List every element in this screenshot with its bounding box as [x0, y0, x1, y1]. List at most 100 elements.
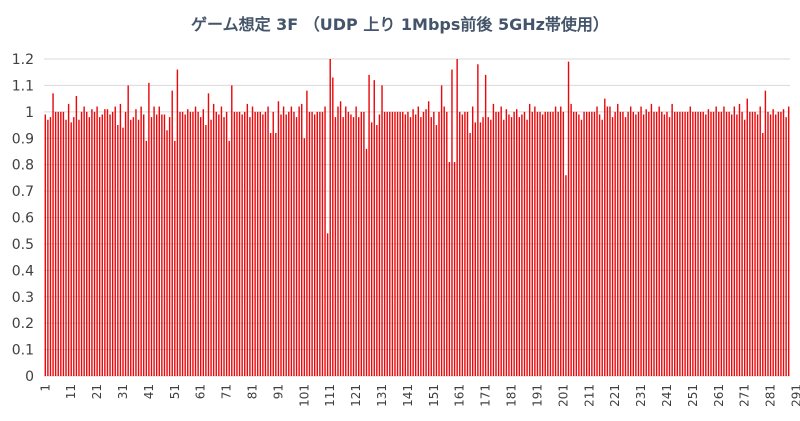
- bar: [707, 109, 710, 376]
- bar: [694, 111, 697, 376]
- chart-title: ゲーム想定 3F （UDP 上り 1Mbps前後 5GHz帯使用）: [191, 15, 609, 34]
- bar: [539, 111, 541, 376]
- bar: [184, 114, 186, 376]
- bar: [731, 114, 733, 376]
- bar: [604, 98, 606, 377]
- bar: [627, 111, 629, 376]
- bar: [785, 117, 787, 377]
- bar: [775, 114, 777, 376]
- bar: [720, 111, 723, 376]
- bar: [562, 111, 565, 376]
- bar: [311, 111, 313, 376]
- bar: [73, 117, 75, 377]
- bar: [200, 117, 202, 377]
- bar: [111, 111, 114, 376]
- bar: [653, 111, 655, 376]
- bar: [723, 106, 725, 377]
- bar: [130, 119, 132, 376]
- bar: [767, 111, 769, 376]
- bar: [122, 127, 124, 377]
- bar: [67, 103, 70, 376]
- bar: [391, 111, 394, 376]
- bar: [420, 117, 422, 377]
- bar: [469, 132, 471, 376]
- x-tick-label: 1: [38, 384, 52, 392]
- bar: [606, 106, 609, 377]
- bar: [114, 106, 116, 377]
- y-tick-label: 1.2: [12, 52, 34, 68]
- bar: [60, 111, 62, 376]
- x-tick-label: 291: [789, 384, 800, 407]
- bar: [746, 98, 748, 377]
- gridlines: [44, 58, 790, 377]
- bars: [44, 59, 790, 377]
- bar: [655, 111, 658, 376]
- bar: [360, 111, 363, 376]
- bar: [681, 111, 684, 376]
- y-tick-label: 0.4: [12, 263, 34, 279]
- bar: [262, 114, 264, 376]
- bar: [557, 111, 559, 376]
- bar: [425, 109, 427, 376]
- bar: [461, 114, 464, 376]
- bar: [650, 103, 653, 376]
- bar: [78, 119, 80, 376]
- bar: [402, 111, 404, 376]
- bar: [49, 117, 52, 377]
- bar: [580, 119, 583, 376]
- bar: [710, 111, 712, 376]
- bar: [614, 111, 616, 376]
- bar: [622, 111, 624, 376]
- bar: [495, 111, 497, 376]
- bar: [269, 132, 272, 376]
- bar: [549, 111, 552, 376]
- bar: [109, 114, 111, 376]
- bar: [422, 111, 425, 376]
- bar: [629, 106, 632, 377]
- bar: [637, 111, 640, 376]
- bar: [345, 106, 347, 377]
- x-tick-label: 221: [608, 384, 622, 407]
- bar: [254, 111, 256, 376]
- bar: [741, 111, 743, 376]
- bar: [80, 111, 83, 376]
- bar: [140, 106, 142, 377]
- bar: [358, 117, 360, 377]
- bar: [52, 93, 54, 376]
- bar: [513, 111, 515, 376]
- bar: [352, 117, 355, 377]
- y-tick-label: 0.5: [12, 237, 34, 253]
- y-tick-label: 0.6: [12, 211, 34, 227]
- x-tick-label: 201: [556, 384, 570, 407]
- bar: [674, 111, 676, 376]
- bar: [207, 93, 210, 376]
- bar: [567, 61, 570, 376]
- y-tick-label: 0.1: [12, 343, 34, 359]
- bar: [689, 106, 691, 377]
- y-tick-label: 0.7: [12, 184, 34, 200]
- bar: [684, 111, 686, 376]
- x-tick-label: 281: [764, 384, 778, 407]
- bar: [764, 90, 767, 376]
- bar: [640, 106, 642, 377]
- bar: [124, 111, 127, 376]
- bar: [702, 111, 704, 376]
- bar: [163, 114, 166, 376]
- bar: [117, 125, 119, 376]
- x-tick-label: 41: [142, 384, 156, 399]
- x-tick-label: 231: [634, 384, 648, 407]
- bar: [373, 80, 375, 376]
- bar: [453, 162, 456, 376]
- bar: [591, 111, 593, 376]
- bar: [355, 106, 357, 377]
- bar: [251, 106, 254, 377]
- bar: [751, 111, 754, 376]
- bar: [168, 117, 171, 377]
- bar: [132, 117, 135, 377]
- bar: [347, 111, 350, 376]
- x-tick-label: 51: [168, 384, 182, 399]
- bar: [772, 109, 774, 376]
- bar: [547, 111, 549, 376]
- bar: [334, 117, 337, 377]
- x-tick-label: 111: [323, 384, 337, 407]
